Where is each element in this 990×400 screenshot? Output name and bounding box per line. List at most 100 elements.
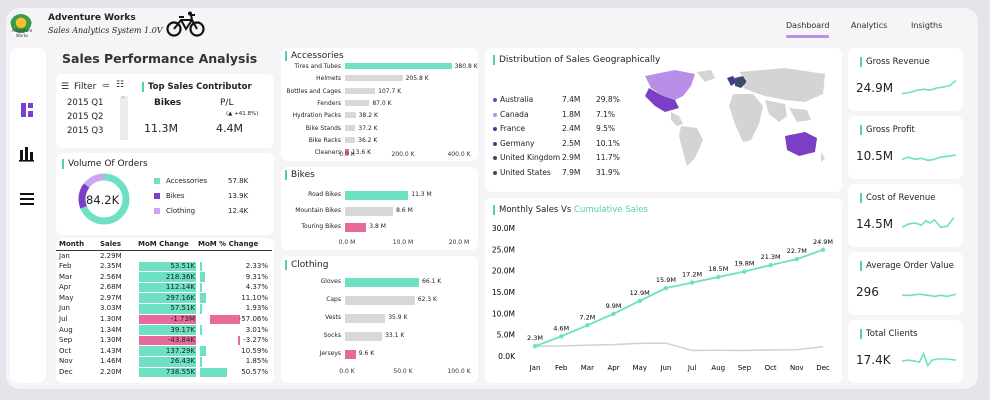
cell-mom-change: -43.84K [138,335,198,346]
bar[interactable] [345,87,376,94]
bar[interactable] [345,136,356,143]
table-row[interactable]: Jun 3.03M 57.51K 1.93% [56,303,272,314]
bar[interactable] [345,99,370,106]
bar[interactable] [345,332,383,341]
data-point[interactable] [532,343,538,349]
kpi-title: Total Clients [860,329,918,339]
bar[interactable] [345,124,356,131]
kpi-value: 17.4K [856,353,891,367]
pl-label: P/L [220,98,234,108]
data-point[interactable] [689,280,695,285]
bar-label: Touring Bikes [301,223,341,230]
data-point[interactable] [611,311,616,316]
tab-analytics[interactable]: Analytics [851,21,888,30]
table-row[interactable]: Nov 1.46M 26.43K 1.85% [56,356,272,367]
col-sales[interactable]: Sales [100,238,138,251]
filter-scrollbar[interactable] [120,96,128,140]
bar[interactable] [345,350,356,359]
bar[interactable] [345,191,409,200]
bar[interactable] [345,207,394,216]
axis-tick: 50.0 K [393,368,413,375]
mom-pct-value: 1.85% [245,357,268,366]
mom-pct-value: -3.27% [243,336,268,345]
table-row[interactable]: Jul 1.30M -1.73M -57.06% [56,314,272,325]
list-icon[interactable]: ☷ [116,80,125,90]
axis-tick: 10.0 M [392,239,414,246]
bar-value: 8.6 M [396,207,413,214]
data-point[interactable] [558,334,564,339]
monthly-chart-card: Monthly Sales Vs Cumulative Sales 0.0K 5.… [485,198,842,383]
bar[interactable] [345,75,403,82]
bar-value: 87.0 K [372,99,392,107]
cell-sales: 2.35M [100,262,122,271]
data-point[interactable] [663,285,669,291]
table-row[interactable]: May 2.97M 297.16K 11.10% [56,293,272,304]
table-row[interactable]: Mar 2.56M 218.36K 9.31% [56,272,272,283]
filter-option[interactable]: 2015 Q1 [67,98,104,108]
table-row[interactable]: Dec 2.20M 738.55K 50.57% [56,367,272,378]
kpi-sparkline [902,154,956,162]
cell-month: Dec [59,368,73,377]
filter-option[interactable]: 2015 Q3 [67,126,104,136]
top-sales-title: Top Sales Contributor [142,82,252,92]
bar[interactable] [345,63,452,69]
bar[interactable] [345,112,356,119]
kpi-card[interactable]: Cost of Revenue 14.5M [848,184,963,247]
table-row[interactable]: Oct 1.43M 137.29K 10.59% [56,346,272,357]
table-row[interactable]: Apr 2.68M 112.14K 4.37% [56,282,272,293]
pl-value: 4.4M [216,122,243,135]
clothing-card: Clothing Gloves 66.1 K Caps 62.3 K Vests 35.9… [281,256,478,383]
bicycle-icon [166,11,205,37]
data-point[interactable] [794,256,800,262]
axis-tick: 200.0 K [391,151,415,158]
bar[interactable] [345,296,415,305]
kpi-card[interactable]: Gross Revenue 24.9M [848,48,963,111]
chevron-up-icon[interactable]: › [122,95,124,101]
data-label: 22.7M [787,247,807,255]
bar[interactable] [345,149,349,156]
geo-sales: 2.5M [562,138,581,148]
sort-icon[interactable]: ≔ [102,81,110,90]
data-point[interactable] [585,323,590,328]
filter-option[interactable]: 2015 Q2 [67,112,104,122]
table-row[interactable]: Aug 1.34M 39.17K 3.01% [56,325,272,336]
col-mom-change[interactable]: MoM Change [138,238,198,251]
cell-mom-change: 39.17K [138,325,198,336]
menu-icon[interactable] [17,191,37,207]
table-row[interactable]: Feb 2.35M 53.51K 2.33% [56,261,272,272]
month-table-card: Month Sales MoM Change MoM % Change Jan 2… [56,238,274,383]
filter-icon[interactable]: ☰ [61,82,70,92]
bar-value: 107.7 K [378,87,402,95]
mom-pct-value: 9.31% [245,272,268,281]
legend-value: 57.8K [228,177,249,185]
bar-label: Bike Racks [308,136,341,144]
dashboard-icon[interactable] [17,102,37,118]
cell-mom-pct: 1.85% [198,356,272,367]
tab-insights[interactable]: Insigths [911,21,943,30]
bar[interactable] [345,314,386,323]
kpi-card[interactable]: Total Clients 17.4K [848,320,963,383]
bar[interactable] [345,278,420,287]
mom-pct-bar [200,346,206,356]
table-row[interactable]: Sep 1.30M -43.84K -3.27% [56,335,272,346]
kpi-card[interactable]: Average Order Value 296 [848,252,963,315]
mom-pct-value: 10.59% [241,346,268,355]
data-point[interactable] [716,274,721,280]
tab-dashboard[interactable]: Dashboard [786,21,830,38]
data-point[interactable] [742,269,747,274]
data-point[interactable] [820,247,826,252]
world-map[interactable] [635,66,835,176]
geo-title: Distribution of Sales Geographically [493,55,660,65]
bar[interactable] [345,223,367,232]
kpi-card[interactable]: Gross Profit 10.5M [848,116,963,179]
kpi-sparkline [902,217,955,229]
bar-chart-icon[interactable] [17,146,37,162]
data-point[interactable] [768,262,773,268]
data-point[interactable] [637,298,642,304]
data-label: 17.2M [682,271,702,279]
col-mom-pct[interactable]: MoM % Change [198,238,272,251]
mom-change-bar [139,325,196,335]
mom-change-value: 112.14K [165,283,195,292]
table-row[interactable]: Jan 2.29M [56,250,272,261]
col-month[interactable]: Month [56,238,100,251]
